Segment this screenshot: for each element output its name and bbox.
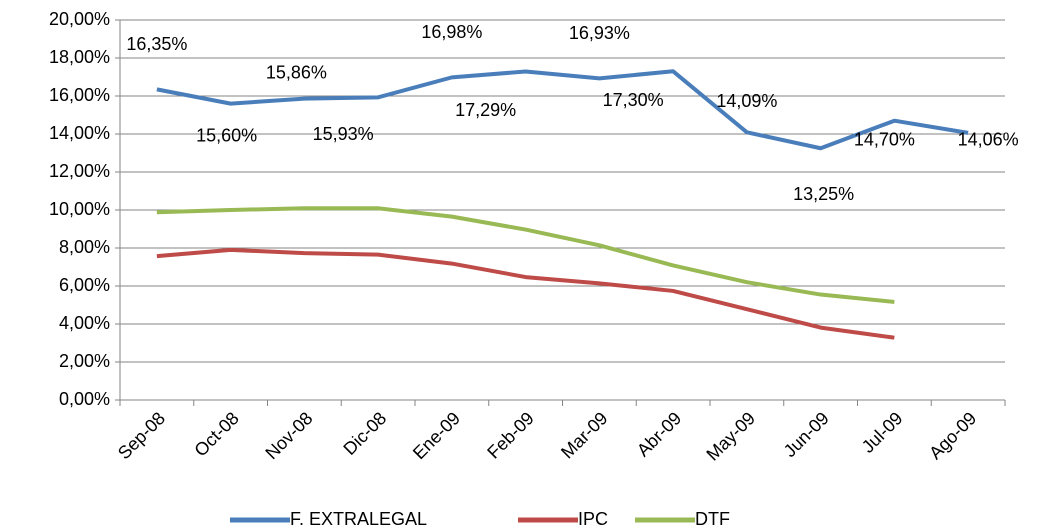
data-label: 15,86% <box>266 62 327 82</box>
x-tick-label: May-09 <box>702 408 759 465</box>
x-tick-label: Abr-09 <box>633 408 685 460</box>
y-tick-label: 18,00% <box>49 47 110 67</box>
x-tick-label: Jul-09 <box>858 408 907 457</box>
series-line <box>156 247 895 340</box>
x-tick-label: Ago-09 <box>925 408 980 463</box>
y-tick-label: 14,00% <box>49 123 110 143</box>
data-label: 15,93% <box>313 124 374 144</box>
data-label: 14,09% <box>716 91 777 111</box>
x-tick-label: Mar-09 <box>557 408 611 462</box>
x-tick-label: Ene-09 <box>409 408 464 463</box>
x-tick-label: Jun-09 <box>780 408 833 461</box>
data-label: 13,25% <box>793 184 854 204</box>
data-label: 16,98% <box>421 22 482 42</box>
legend-label: F. EXTRALEGAL <box>290 509 427 529</box>
y-tick-label: 2,00% <box>59 351 110 371</box>
x-tick-label: Nov-08 <box>261 408 316 463</box>
data-label: 15,60% <box>196 125 257 145</box>
y-tick-label: 20,00% <box>49 9 110 29</box>
y-tick-label: 10,00% <box>49 199 110 219</box>
x-tick-label: Sep-08 <box>114 408 169 463</box>
series-line <box>156 69 969 151</box>
data-label: 14,70% <box>854 129 915 149</box>
y-tick-label: 16,00% <box>49 85 110 105</box>
legend-label: DTF <box>695 509 730 529</box>
data-label: 16,35% <box>126 34 187 54</box>
legend-label: IPC <box>578 509 608 529</box>
y-tick-label: 8,00% <box>59 237 110 257</box>
x-tick-label: Oct-08 <box>190 408 242 460</box>
y-tick-label: 4,00% <box>59 313 110 333</box>
data-label: 17,29% <box>455 100 516 120</box>
x-tick-label: Dic-08 <box>339 408 390 459</box>
data-label: 14,06% <box>958 130 1019 150</box>
y-tick-label: 6,00% <box>59 275 110 295</box>
y-tick-label: 12,00% <box>49 161 110 181</box>
data-label: 17,30% <box>603 90 664 110</box>
series-line <box>156 206 895 304</box>
y-tick-label: 0,00% <box>59 389 110 409</box>
x-tick-label: Feb-09 <box>483 408 537 462</box>
data-label: 16,93% <box>569 23 630 43</box>
